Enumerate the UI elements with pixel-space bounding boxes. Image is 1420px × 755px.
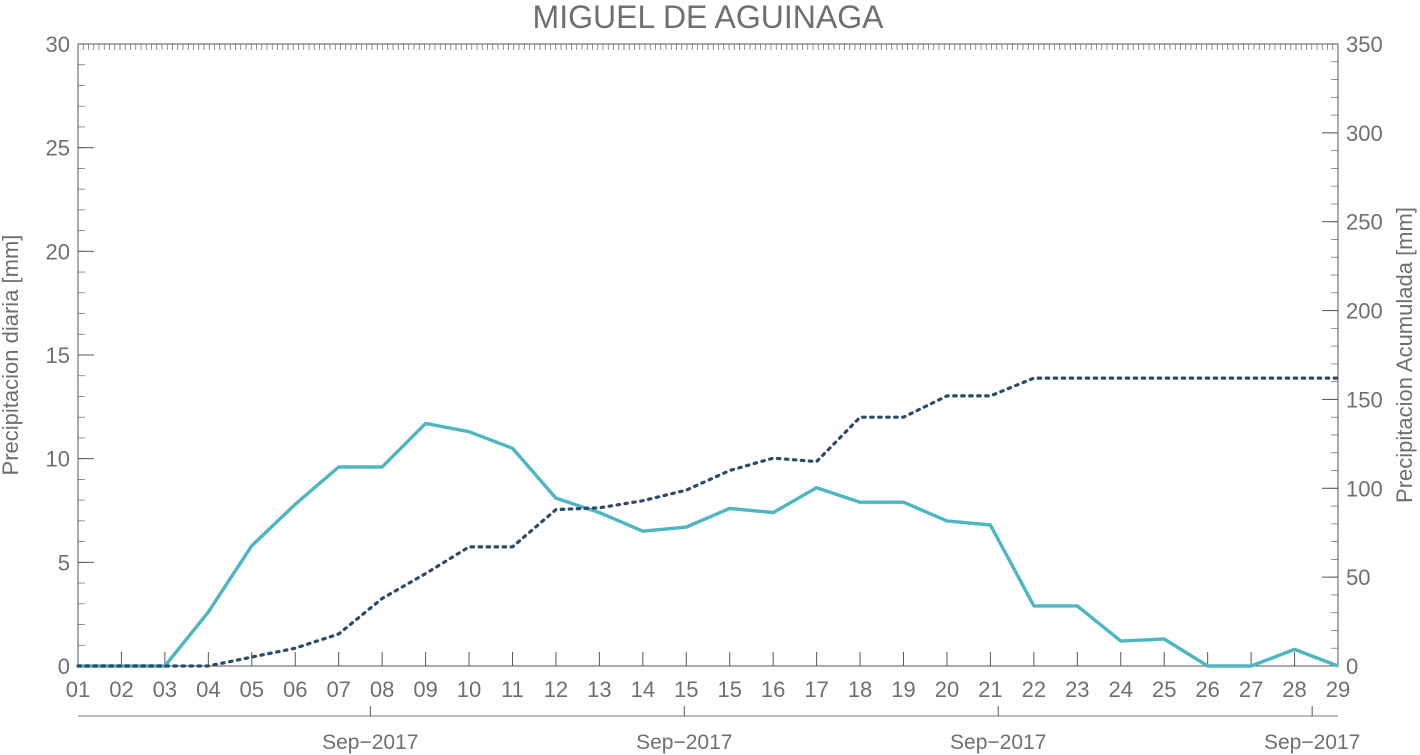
date-axis: Sep−2017 Sep−2017 Sep−2017 Sep−2017 — [78, 706, 1360, 754]
x-tick-label: 11 — [501, 677, 524, 702]
date-tick-label: Sep−2017 — [1264, 731, 1360, 754]
x-tick-label: 05 — [240, 677, 264, 702]
x-tick-label: 01 — [66, 677, 90, 702]
y-right-tick-label: 150 — [1346, 387, 1383, 412]
x-tick-label: 27 — [1239, 677, 1263, 702]
x-tick-label: 18 — [848, 677, 872, 702]
x-tick-label: 04 — [196, 677, 220, 702]
y-right-tick-label: 250 — [1346, 210, 1383, 235]
x-tick-label: 23 — [1065, 677, 1089, 702]
x-tick-label: 21 — [978, 677, 1002, 702]
y-right-tick-label: 300 — [1346, 121, 1383, 146]
y-right-tick-label: 0 — [1346, 654, 1358, 679]
x-tick-label: 15 — [674, 677, 698, 702]
date-tick-label: Sep−2017 — [950, 731, 1046, 754]
x-tick-label: 14 — [631, 677, 655, 702]
chart-title: MIGUEL DE AGUINAGA — [533, 0, 885, 35]
x-tick-label: 26 — [1195, 677, 1219, 702]
y-right-tick-label: 200 — [1346, 299, 1383, 324]
y-left-tick-label: 5 — [58, 550, 70, 575]
x-tick-label: 20 — [935, 677, 959, 702]
x-tick-label: 24 — [1109, 677, 1133, 702]
y-left-tick-label: 25 — [46, 136, 70, 161]
x-tick-label: 03 — [153, 677, 177, 702]
date-tick-label: Sep−2017 — [636, 731, 732, 754]
left-axis: 0 5 10 15 20 25 30 — [46, 32, 94, 679]
x-tick-label: 19 — [891, 677, 915, 702]
x-tick-label: 09 — [413, 677, 437, 702]
y-right-tick-label: 100 — [1346, 476, 1383, 501]
series-daily-line — [78, 421, 1339, 668]
y-left-tick-label: 20 — [46, 239, 70, 264]
right-axis: 0 50 100 150 200 250 300 350 — [1322, 32, 1383, 679]
plot-frame — [77, 43, 1339, 667]
x-tick-label: 10 — [457, 677, 481, 702]
x-tick-label: 02 — [109, 677, 133, 702]
x-tick-label: 22 — [1022, 677, 1046, 702]
x-tick-label: 07 — [326, 677, 350, 702]
x-tick-label: 17 — [804, 677, 828, 702]
series-layer — [76, 376, 1340, 668]
x-tick-label: 28 — [1282, 677, 1306, 702]
series-accumulated-line — [76, 376, 1340, 668]
y-left-tick-label: 15 — [46, 343, 70, 368]
x-tick-label: 08 — [370, 677, 394, 702]
x-tick-label: 16 — [761, 677, 785, 702]
x-axis: 01 02 03 04 05 06 07 08 09 10 11 12 13 14 15 15 16 17 18 19… — [66, 652, 1350, 702]
y-left-tick-label: 0 — [58, 654, 70, 679]
y-axis-right-label: Precipitacion Acumulada [mm] — [1392, 207, 1417, 503]
x-tick-label: 25 — [1152, 677, 1176, 702]
x-tick-label: 29 — [1326, 677, 1350, 702]
x-tick-label: 13 — [587, 677, 611, 702]
y-left-tick-label: 10 — [46, 447, 70, 472]
minor-ticks — [77, 43, 1339, 667]
x-tick-label: 06 — [283, 677, 307, 702]
y-left-tick-label: 30 — [46, 32, 70, 57]
x-tick-label: 15 — [717, 677, 741, 702]
y-right-tick-label: 50 — [1346, 565, 1370, 590]
y-axis-left-label: Precipitacion diaria [mm] — [0, 235, 23, 476]
date-tick-label: Sep−2017 — [322, 731, 418, 754]
x-tick-label: 12 — [544, 677, 568, 702]
y-right-tick-label: 350 — [1346, 32, 1383, 57]
